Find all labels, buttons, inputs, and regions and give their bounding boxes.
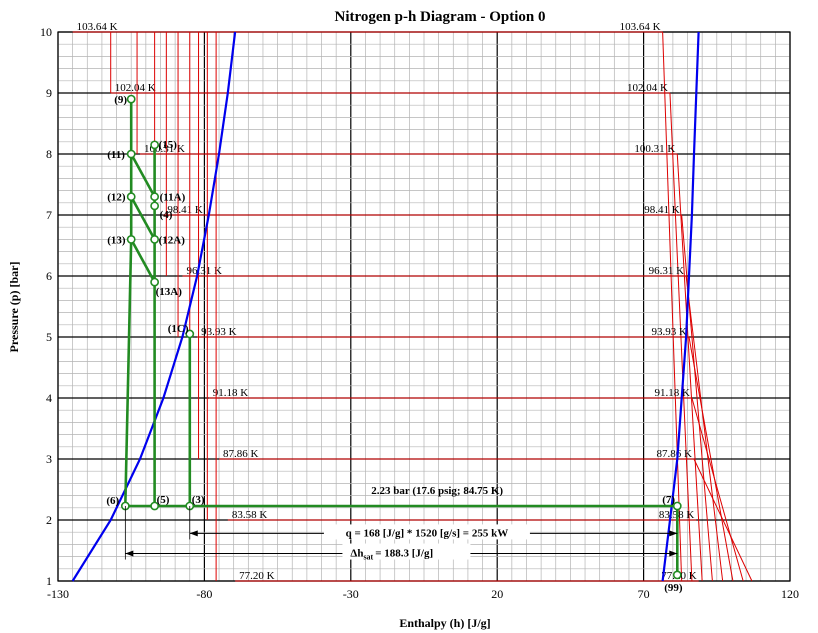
process-point-marker bbox=[126, 192, 136, 202]
dh-value: = 188.3 [J/g] bbox=[375, 548, 433, 560]
isotherm-label: 93.93 K bbox=[652, 326, 688, 338]
isotherm-vapor-segment bbox=[685, 275, 724, 582]
y-tick-label: 4 bbox=[46, 391, 52, 405]
isotherm-label: 91.18 K bbox=[654, 387, 690, 399]
isotherm-vapor-segment bbox=[662, 31, 683, 582]
isotherm-label: 87.86 K bbox=[223, 448, 258, 460]
process-point-label: (11) bbox=[107, 149, 125, 161]
saturated-vapor-line bbox=[661, 31, 700, 582]
pressure-annotation: 2.23 bar (17.6 psig; 84.75 K) bbox=[371, 485, 503, 497]
dh-arrow-head bbox=[125, 550, 134, 557]
process-point-label: (99) bbox=[664, 582, 683, 594]
y-tick-label: 9 bbox=[46, 86, 52, 100]
x-tick-label: -130 bbox=[47, 587, 69, 601]
x-tick-label: 120 bbox=[781, 587, 799, 601]
isotherm-label: 102.04 K bbox=[115, 82, 156, 94]
process-point-marker bbox=[126, 94, 136, 104]
y-tick-label: 6 bbox=[46, 269, 52, 283]
process-cycle: (9) (11) (12) (13) (15) (11A) (4) (12A) (13A) (1C… bbox=[106, 94, 683, 594]
q-annotation: q = 168 [J/g] * 1520 [g/s] = 255 kW bbox=[346, 527, 509, 539]
process-point-label: (6) bbox=[106, 495, 119, 507]
process-point-marker bbox=[672, 501, 682, 511]
x-tick-label: 70 bbox=[638, 587, 650, 601]
dh-symbol: Δh bbox=[350, 548, 363, 560]
process-point-label: (9) bbox=[114, 94, 127, 106]
isotherm-label: 100.31 K bbox=[634, 143, 675, 155]
process-point-marker bbox=[672, 570, 682, 580]
process-point-label: (3) bbox=[192, 494, 205, 506]
process-point-marker bbox=[150, 201, 160, 211]
process-point-marker bbox=[150, 140, 160, 150]
dh-label-bg bbox=[342, 543, 471, 560]
process-point-marker bbox=[185, 329, 195, 339]
process-line bbox=[130, 196, 156, 241]
process-point-marker bbox=[150, 501, 160, 511]
q-arrow-head bbox=[669, 530, 678, 537]
dh-subscript: sat bbox=[363, 553, 373, 562]
isotherm-label: 91.18 K bbox=[213, 387, 249, 399]
process-point-label: (13) bbox=[107, 234, 126, 246]
isotherm-lines: 103.64 K 103.64 K 102.04 K 102.04 K 100.31 K… bbox=[72, 21, 753, 582]
isotherm-vapor-segment bbox=[681, 214, 713, 582]
process-point-marker bbox=[150, 277, 160, 287]
x-tick-label: 20 bbox=[491, 587, 503, 601]
annotations: 2.23 bar (17.6 psig; 84.75 K) q = 168 [J/… bbox=[124, 485, 678, 562]
isotherm-label: 103.64 K bbox=[620, 21, 661, 33]
process-point-label: (7) bbox=[662, 494, 675, 506]
isotherm-label: 87.86 K bbox=[657, 448, 693, 460]
isotherm-label: 102.04 K bbox=[627, 82, 668, 94]
isotherm-label: 96.31 K bbox=[649, 265, 685, 277]
y-tick-label: 8 bbox=[46, 147, 52, 161]
process-point-marker bbox=[126, 149, 136, 159]
process-point-label: (4) bbox=[160, 209, 173, 221]
isotherm-vapor-segment bbox=[676, 153, 703, 582]
y-tick-label: 5 bbox=[46, 330, 52, 344]
q-label-bg bbox=[323, 524, 530, 540]
process-point-label: (13A) bbox=[156, 286, 183, 298]
process-point-marker bbox=[150, 234, 160, 244]
isotherm-vapor-segment bbox=[691, 397, 744, 582]
process-line bbox=[124, 239, 133, 507]
y-axis-label: Pressure (p) [bar] bbox=[7, 262, 21, 353]
x-tick-label: -30 bbox=[343, 587, 359, 601]
q-arrow-head bbox=[189, 530, 198, 537]
process-point-label: (11A) bbox=[160, 192, 186, 204]
process-point-label: (12) bbox=[107, 192, 126, 204]
process-point-label: (5) bbox=[157, 494, 170, 506]
y-tick-label: 2 bbox=[46, 513, 52, 527]
dh-arrow-head bbox=[669, 550, 678, 557]
isotherm-label: 98.41 K bbox=[644, 204, 680, 216]
isotherm-vapor-segment bbox=[688, 336, 734, 582]
dh-annotation: Δhsat = 188.3 [J/g] bbox=[350, 548, 433, 562]
chart-title: Nitrogen p-h Diagram - Option 0 bbox=[335, 9, 546, 25]
x-axis-label: Enthalpy (h) [J/g] bbox=[399, 616, 490, 630]
process-point-label: (1C) bbox=[168, 323, 189, 335]
isotherm-label: 77.20 K bbox=[239, 570, 274, 582]
y-tick-label: 3 bbox=[46, 452, 52, 466]
isotherm-label: 103.64 K bbox=[77, 21, 118, 33]
process-point-marker bbox=[126, 234, 136, 244]
x-tick-label: -80 bbox=[196, 587, 212, 601]
y-tick-label: 1 bbox=[46, 574, 52, 588]
isotherm-label: 98.41 K bbox=[167, 204, 203, 216]
isotherm-vapor-segment bbox=[693, 458, 753, 582]
isotherm-label: 96.31 K bbox=[186, 265, 222, 277]
y-tick-label: 7 bbox=[46, 208, 52, 222]
process-point-label: (12A) bbox=[159, 234, 186, 246]
process-line bbox=[130, 153, 156, 198]
process-point-marker bbox=[150, 192, 160, 202]
process-line bbox=[130, 238, 156, 283]
isotherm-label: 93.93 K bbox=[201, 326, 237, 338]
axis-ticks: -130 -80 -30 20 70 120 1 2 3 4 5 6 7 8 9 10 bbox=[40, 25, 799, 601]
process-point-label: (15) bbox=[159, 139, 178, 151]
y-tick-label: 10 bbox=[40, 25, 52, 39]
isotherm-label: 83.58 K bbox=[232, 509, 268, 521]
